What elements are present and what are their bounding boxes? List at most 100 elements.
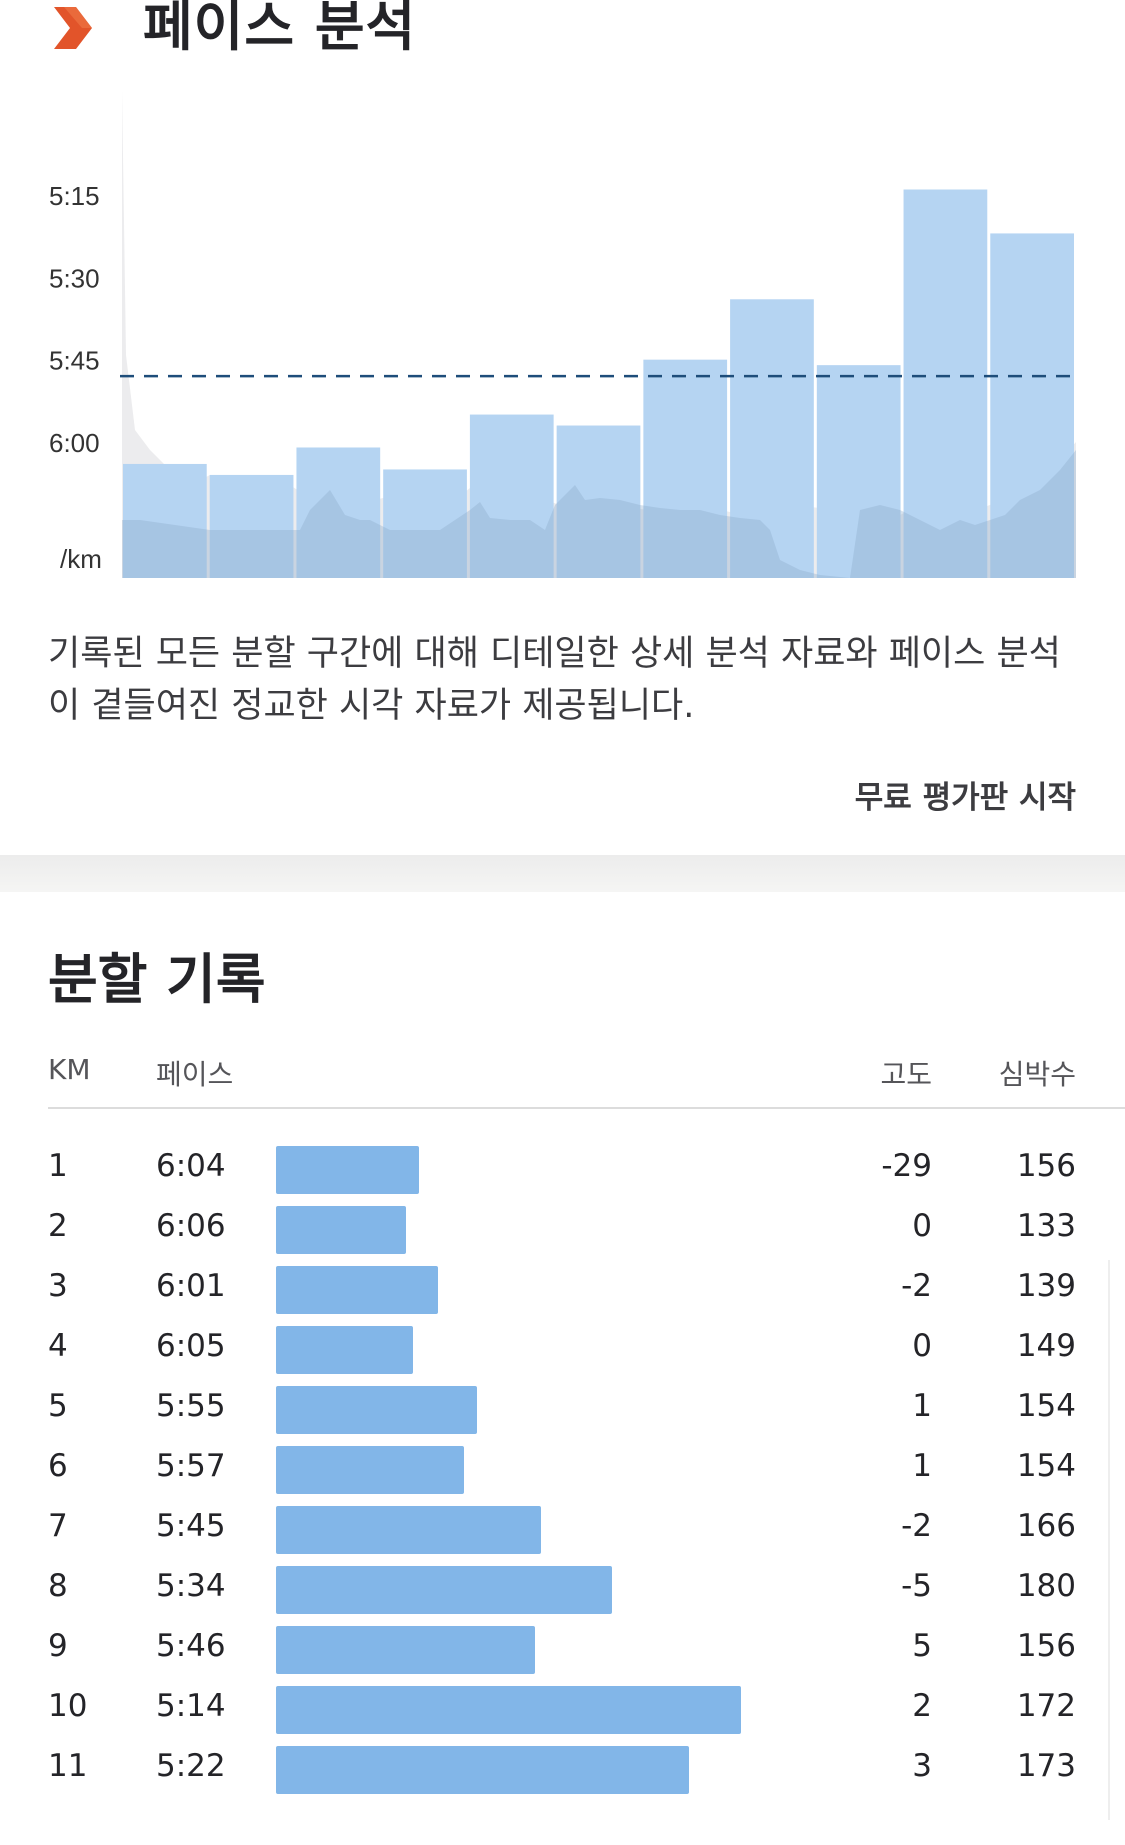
scroll-edge — [1108, 1260, 1110, 1820]
split-km: 11 — [48, 1748, 88, 1784]
section-title: 페이스 분석 — [143, 0, 417, 58]
pace-bar — [469, 414, 554, 578]
split-row: 2 6:06 0 133 — [0, 1200, 1125, 1260]
split-row: 11 5:22 3 173 — [0, 1740, 1125, 1800]
split-heart-rate: 172 — [1016, 1688, 1076, 1724]
elevation-overlay — [122, 450, 1076, 578]
split-elevation: -5 — [901, 1568, 932, 1604]
split-pace: 5:57 — [156, 1448, 226, 1484]
split-km: 8 — [48, 1568, 68, 1604]
y-axis-labels: 5:15 5:30 5:45 6:00/km — [49, 181, 102, 574]
chevron-logo-icon — [54, 7, 92, 49]
split-pace: 6:06 — [156, 1208, 226, 1244]
y-tick-label: 5:15 — [49, 181, 100, 211]
split-km: 3 — [48, 1268, 68, 1304]
header-divider — [48, 1107, 1125, 1109]
split-pace: 6:05 — [156, 1328, 226, 1364]
split-row: 7 5:45 -2 166 — [0, 1500, 1125, 1560]
split-pace-bar — [276, 1326, 413, 1374]
split-elevation: 1 — [912, 1448, 932, 1484]
col-km: KM — [48, 1053, 91, 1086]
col-pace: 페이스 — [156, 1058, 234, 1091]
split-pace: 5:45 — [156, 1508, 226, 1544]
splits-table: 1 6:04 -29 156 2 6:06 0 133 3 6:01 -2 139 4 6:05 0 149 5… — [0, 1140, 1125, 1800]
pace-bar — [383, 469, 467, 578]
split-row: 1 6:04 -29 156 — [0, 1140, 1125, 1200]
split-km: 1 — [48, 1148, 68, 1184]
pace-bar — [990, 233, 1074, 578]
split-pace: 5:55 — [156, 1388, 226, 1424]
elevation-overlay-area — [122, 450, 1076, 578]
split-row: 5 5:55 1 154 — [0, 1380, 1125, 1440]
split-pace: 5:22 — [156, 1748, 226, 1784]
split-heart-rate: 133 — [1016, 1208, 1076, 1244]
split-pace: 5:14 — [156, 1688, 226, 1724]
split-heart-rate: 173 — [1016, 1748, 1076, 1784]
split-elevation: 2 — [912, 1688, 932, 1724]
pace-bar — [903, 189, 988, 578]
split-pace-bar — [276, 1386, 477, 1434]
y-tick-label: 5:30 — [49, 263, 100, 293]
split-row: 8 5:34 -5 180 — [0, 1560, 1125, 1620]
pace-bar — [556, 425, 641, 578]
split-row: 4 6:05 0 149 — [0, 1320, 1125, 1380]
start-free-trial-link[interactable]: 무료 평가판 시작 — [854, 780, 1076, 816]
chart-bars — [123, 189, 1074, 578]
section-divider — [0, 855, 1125, 892]
split-elevation: 3 — [912, 1748, 932, 1784]
split-km: 9 — [48, 1628, 68, 1664]
split-elevation: 0 — [912, 1328, 932, 1364]
split-km: 7 — [48, 1508, 68, 1544]
split-row: 10 5:14 2 172 — [0, 1680, 1125, 1740]
pace-bar — [816, 365, 901, 578]
split-km: 10 — [48, 1688, 88, 1724]
split-km: 4 — [48, 1328, 68, 1364]
split-row: 9 5:46 5 156 — [0, 1620, 1125, 1680]
col-elevation: 고도 — [880, 1058, 932, 1091]
split-pace-bar — [276, 1206, 407, 1254]
pace-description: 기록된 모든 분할 구간에 대해 디테일한 상세 분석 자료와 페이스 분석이 … — [48, 634, 1061, 726]
splits-title: 분할 기록 — [48, 948, 266, 1011]
split-km: 2 — [48, 1208, 68, 1244]
y-tick-label: 6:00 — [49, 428, 100, 458]
pace-bar — [643, 359, 728, 578]
split-elevation: -2 — [901, 1508, 932, 1544]
split-heart-rate: 156 — [1016, 1628, 1076, 1664]
split-pace-bar — [276, 1566, 613, 1614]
split-pace-bar — [276, 1686, 741, 1734]
split-pace-bar — [276, 1266, 439, 1314]
split-pace-bar — [276, 1506, 542, 1554]
col-heart-rate: 심박수 — [998, 1058, 1076, 1091]
split-heart-rate: 154 — [1016, 1448, 1076, 1484]
pace-chart: 5:15 5:30 5:45 6:00/km — [49, 90, 1076, 578]
split-heart-rate: 139 — [1016, 1268, 1076, 1304]
split-pace: 6:01 — [156, 1268, 226, 1304]
split-row: 6 5:57 1 154 — [0, 1440, 1125, 1500]
y-unit-label: /km — [60, 544, 102, 574]
split-elevation: -2 — [901, 1268, 932, 1304]
split-heart-rate: 149 — [1016, 1328, 1076, 1364]
split-elevation: 5 — [912, 1628, 932, 1664]
pace-bar — [730, 299, 814, 578]
split-elevation: 0 — [912, 1208, 932, 1244]
split-pace-bar — [276, 1446, 465, 1494]
split-pace-bar — [276, 1146, 419, 1194]
split-km: 5 — [48, 1388, 68, 1424]
split-elevation: -29 — [881, 1148, 932, 1184]
y-tick-label: 5:45 — [49, 346, 100, 376]
split-heart-rate: 156 — [1016, 1148, 1076, 1184]
split-pace: 5:46 — [156, 1628, 226, 1664]
pace-bar — [209, 474, 294, 578]
split-heart-rate: 180 — [1016, 1568, 1076, 1604]
split-elevation: 1 — [912, 1388, 932, 1424]
pace-bar — [123, 463, 207, 578]
split-pace: 5:34 — [156, 1568, 226, 1604]
split-pace-bar — [276, 1746, 690, 1794]
split-heart-rate: 166 — [1016, 1508, 1076, 1544]
pace-bar — [296, 447, 381, 578]
split-heart-rate: 154 — [1016, 1388, 1076, 1424]
split-km: 6 — [48, 1448, 68, 1484]
split-pace-bar — [276, 1626, 535, 1674]
section-header: 페이스 분석 — [0, 0, 1125, 70]
split-pace: 6:04 — [156, 1148, 226, 1184]
